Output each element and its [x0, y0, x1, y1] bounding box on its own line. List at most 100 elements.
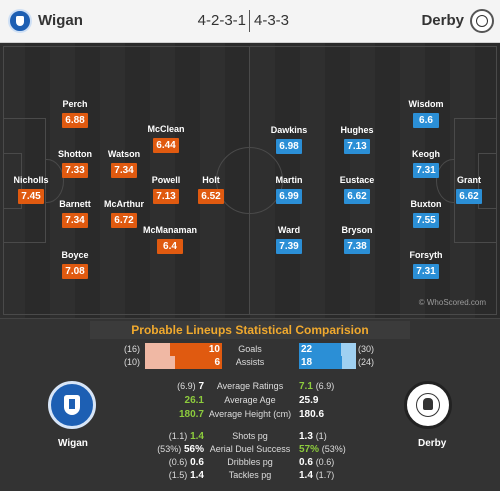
player-rating: 6.6: [413, 113, 439, 128]
player-watson[interactable]: Watson 7.34: [94, 149, 154, 178]
away-assists-total: (24): [358, 357, 375, 367]
home-goals-value: 10: [208, 344, 220, 355]
away-stat: 1.4 (1.7): [299, 470, 335, 481]
stat-label: Shots pg: [232, 431, 268, 441]
away-team-name[interactable]: Derby: [421, 12, 464, 29]
player-rating: 6.62: [456, 189, 482, 204]
player-rating: 6.99: [276, 189, 302, 204]
player-name: Barnett: [59, 199, 91, 209]
player-rating: 7.38: [344, 239, 370, 254]
player-name: Wisdom: [408, 99, 444, 109]
stat-label: Dribbles pg: [227, 457, 273, 467]
player-boyce[interactable]: Boyce 7.08: [45, 250, 105, 279]
player-name: McClean: [147, 124, 185, 134]
home-stat: (0.6) 0.6: [168, 457, 204, 468]
player-buxton[interactable]: Buxton 7.55: [396, 199, 456, 228]
home-stat: (53%) 56%: [157, 444, 204, 455]
player-eustace[interactable]: Eustace 6.62: [327, 175, 387, 204]
player-name: Boyce: [61, 250, 89, 260]
stat-label: Average Ratings: [216, 381, 284, 391]
home-six-yard-box: [3, 153, 22, 209]
player-name: Eustace: [339, 175, 375, 185]
player-name: Buxton: [410, 199, 442, 209]
player-shotton[interactable]: Shotton 7.33: [45, 149, 105, 178]
player-rating: 6.44: [153, 138, 179, 153]
player-name: Holt: [202, 175, 220, 185]
home-stat: (1.1) 1.4: [168, 431, 204, 442]
player-name: Shotton: [58, 149, 92, 159]
home-assists-value: 6: [214, 357, 220, 368]
wigan-crest-icon: [8, 9, 32, 33]
stat-label: Tackles pg: [228, 470, 272, 480]
away-formation: 4-3-3: [254, 12, 290, 29]
player-rating: 6.4: [157, 239, 183, 254]
watermark: © WhoScored.com: [418, 298, 486, 307]
centre-circle: [216, 147, 283, 214]
player-ward[interactable]: Ward 7.39: [259, 225, 319, 254]
player-wisdom[interactable]: Wisdom 6.6: [396, 99, 456, 128]
stat-label: Average Height (cm): [208, 409, 292, 419]
player-martin[interactable]: Martin 6.99: [259, 175, 319, 204]
wigan-badge-icon: [48, 381, 96, 429]
player-perch[interactable]: Perch 6.88: [45, 99, 105, 128]
home-team-name[interactable]: Wigan: [38, 12, 83, 29]
player-holt[interactable]: Holt 6.52: [181, 175, 241, 204]
goals-label: Goals: [238, 344, 262, 354]
player-forsyth[interactable]: Forsyth 7.31: [396, 250, 456, 279]
home-stat: 26.1: [184, 395, 204, 406]
home-stat: (1.5) 1.4: [168, 470, 204, 481]
stats-comparison: Probable Lineups Statistical Comparision…: [0, 318, 500, 491]
player-name: Watson: [107, 149, 141, 159]
away-badge-label: Derby: [418, 438, 447, 449]
away-stat: 1.3 (1): [299, 431, 327, 442]
player-name: Bryson: [341, 225, 373, 235]
player-rating: 7.31: [413, 163, 439, 178]
player-name: Perch: [62, 99, 88, 109]
player-rating: 7.45: [18, 189, 44, 204]
player-rating: 7.08: [62, 264, 88, 279]
away-goals-bar: [299, 343, 341, 356]
player-grant[interactable]: Grant 6.62: [439, 175, 499, 204]
player-bryson[interactable]: Bryson 7.38: [327, 225, 387, 254]
stat-label: Average Age: [224, 395, 276, 405]
player-nicholls[interactable]: Nicholls 7.45: [1, 175, 61, 204]
player-mcclean[interactable]: McClean 6.44: [136, 124, 196, 153]
player-rating: 6.88: [62, 113, 88, 128]
home-formation: 4-2-3-1: [197, 12, 246, 29]
home-badge-label: Wigan: [58, 438, 88, 449]
player-barnett[interactable]: Barnett 7.34: [45, 199, 105, 228]
pitch: Perch 6.88 Shotton 7.33 Watson 7.34 McClean…: [0, 43, 500, 318]
player-rating: 7.55: [413, 213, 439, 228]
player-hughes[interactable]: Hughes 7.13: [327, 125, 387, 154]
player-name: Hughes: [340, 125, 374, 135]
away-goals-value: 22: [301, 344, 313, 355]
player-rating: 6.98: [276, 139, 302, 154]
player-rating: 7.13: [344, 139, 370, 154]
player-mcmanaman[interactable]: McManaman 6.4: [140, 225, 200, 254]
away-assists-value: 18: [301, 357, 313, 368]
player-rating: 6.72: [111, 213, 137, 228]
player-rating: 6.62: [344, 189, 370, 204]
home-stat: 180.7: [178, 409, 204, 420]
player-rating: 7.34: [111, 163, 137, 178]
player-dawkins[interactable]: Dawkins 6.98: [259, 125, 319, 154]
away-stat: 7.1 (6.9): [299, 381, 335, 392]
derby-badge-icon: [404, 381, 452, 429]
player-name: Martin: [275, 175, 303, 185]
assists-label: Assists: [235, 357, 265, 367]
away-stat: 0.6 (0.6): [299, 457, 335, 468]
home-stat: (6.9) 7: [177, 381, 204, 392]
away-stat: 25.9: [299, 395, 319, 406]
player-keogh[interactable]: Keogh 7.31: [396, 149, 456, 178]
formation-divider: [249, 10, 250, 32]
home-goals-bar: [170, 343, 222, 356]
away-goals-total: (30): [358, 344, 375, 354]
player-powell[interactable]: Powell 7.13: [136, 175, 196, 204]
player-name: Dawkins: [270, 125, 308, 135]
player-mcarthur[interactable]: McArthur 6.72: [94, 199, 154, 228]
player-name: Powell: [151, 175, 181, 185]
player-name: Forsyth: [409, 250, 443, 260]
player-rating: 7.31: [413, 264, 439, 279]
match-header: Wigan 4-2-3-1 4-3-3 Derby: [0, 0, 500, 43]
